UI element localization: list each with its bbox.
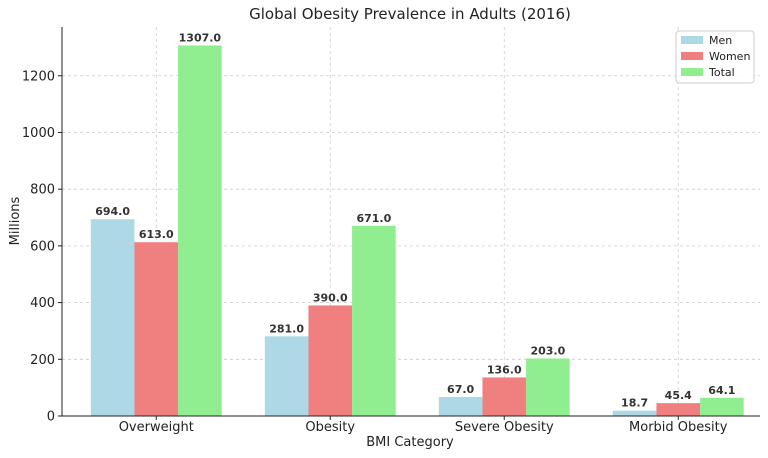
bar-women-morbid-obesity xyxy=(656,403,701,416)
legend-swatch-women xyxy=(681,52,703,60)
ticks-layer: 0 200 400 600 800 1000 1200 Overweight Obesity Se… xyxy=(22,69,728,435)
data-label: 1307.0 xyxy=(179,31,222,44)
data-label: 18.7 xyxy=(621,397,648,410)
y-tick-label: 1200 xyxy=(22,69,55,84)
legend-swatch-total xyxy=(681,68,703,76)
data-label: 694.0 xyxy=(95,205,130,218)
legend-label-total: Total xyxy=(708,66,735,79)
legend-label-women: Women xyxy=(709,50,750,63)
bar-total-obesity xyxy=(352,225,396,416)
data-labels-layer: 694.0 613.0 1307.0 281.0 390.0 671.0 67.0 136.0… xyxy=(95,31,735,409)
data-label: 671.0 xyxy=(356,212,391,225)
x-axis-label: BMI Category xyxy=(366,435,454,450)
y-tick-label: 400 xyxy=(30,296,55,311)
bar-men-obesity xyxy=(264,336,309,416)
bar-women-obesity xyxy=(308,305,353,416)
legend: Men Women Total xyxy=(675,30,755,84)
bars-layer xyxy=(90,45,744,417)
y-tick-label: 0 xyxy=(47,410,55,425)
x-tick-label: Overweight xyxy=(119,420,194,435)
data-label: 203.0 xyxy=(530,344,565,357)
data-label: 281.0 xyxy=(269,322,304,335)
bar-women-overweight xyxy=(134,242,179,416)
bar-total-morbid-obesity xyxy=(700,397,744,416)
x-tick-label: Morbid Obesity xyxy=(629,420,728,435)
data-label: 45.4 xyxy=(665,389,692,402)
legend-swatch-men xyxy=(681,36,703,44)
data-label: 136.0 xyxy=(487,363,522,376)
data-label: 613.0 xyxy=(139,228,174,241)
data-label: 390.0 xyxy=(313,291,348,304)
bar-total-severe-obesity xyxy=(526,358,570,416)
y-axis-label: Millions xyxy=(8,196,23,245)
bar-men-overweight xyxy=(90,219,135,416)
chart-title: Global Obesity Prevalence in Adults (201… xyxy=(249,5,571,23)
y-tick-label: 1000 xyxy=(22,126,55,141)
x-tick-label: Severe Obesity xyxy=(455,420,554,435)
bar-men-morbid-obesity xyxy=(612,410,657,416)
y-tick-label: 600 xyxy=(30,239,55,254)
axes-layer xyxy=(61,27,760,417)
data-label: 64.1 xyxy=(708,384,735,397)
x-tick-label: Obesity xyxy=(305,420,355,435)
bar-men-severe-obesity xyxy=(438,397,483,416)
y-tick-label: 200 xyxy=(30,353,55,368)
legend-label-men: Men xyxy=(709,34,732,47)
bar-women-severe-obesity xyxy=(482,377,527,416)
data-label: 67.0 xyxy=(447,383,474,396)
y-tick-label: 800 xyxy=(30,183,55,198)
bar-total-overweight xyxy=(178,45,222,417)
